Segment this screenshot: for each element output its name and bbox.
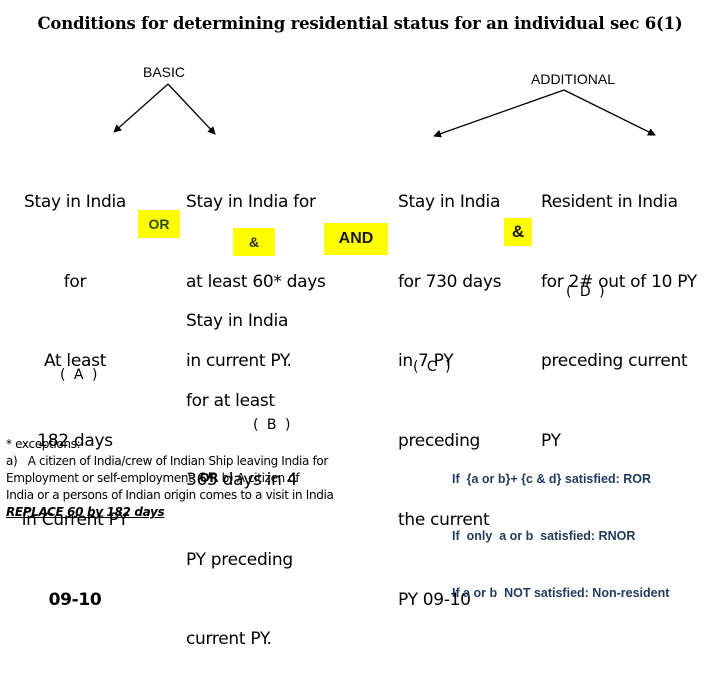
exceptions-line: Employment or self-employment OR b) A ci… bbox=[6, 470, 333, 487]
basic-header: BASIC bbox=[143, 64, 186, 80]
exceptions-note: * exceptions: a) A citizen of India/crew… bbox=[6, 436, 334, 521]
condition-b-line: PY preceding bbox=[186, 549, 293, 570]
condition-a-line: Stay in India bbox=[23, 192, 127, 212]
condition-c-line: Stay in India bbox=[398, 192, 501, 212]
condition-b-line: Stay in India bbox=[186, 311, 289, 331]
rule-non-resident: If a or b NOT satisfied: Non-resident bbox=[452, 586, 670, 600]
condition-b-part1: Stay in India for at least 60* days in c… bbox=[186, 136, 326, 401]
label-d: ( D ) bbox=[566, 284, 607, 300]
label-b: ( B ) bbox=[253, 417, 293, 433]
exceptions-or: OR bbox=[199, 471, 219, 485]
label-c: ( C ) bbox=[413, 359, 453, 375]
or-connector: OR bbox=[138, 210, 180, 238]
rule-ror: If {a or b}+ {c & d} satisfied: ROR bbox=[452, 472, 652, 486]
condition-a-year: 09-10 bbox=[48, 589, 102, 610]
and-connector-additional: & bbox=[504, 218, 532, 246]
condition-c-line: in 7 PY bbox=[398, 351, 454, 371]
exceptions-heading: * exceptions: bbox=[6, 437, 81, 451]
additional-arrows bbox=[433, 89, 656, 138]
additional-header: ADDITIONAL bbox=[531, 71, 616, 87]
condition-a-line: At least bbox=[43, 351, 107, 371]
condition-b-line: 365 days in 4 bbox=[186, 470, 298, 490]
condition-b-line: in current PY. bbox=[186, 351, 292, 371]
condition-d: Resident in India for 2# out of 10 PY pr… bbox=[541, 136, 697, 481]
condition-a-line: for bbox=[63, 271, 87, 292]
label-a: ( A ) bbox=[60, 367, 100, 383]
condition-b-line: for at least bbox=[186, 390, 275, 411]
page-title: Conditions for determining residential s… bbox=[37, 14, 683, 33]
condition-d-line: preceding current bbox=[541, 351, 688, 371]
condition-c-line: for 730 days bbox=[398, 271, 502, 292]
condition-a-line: 182 days bbox=[37, 430, 113, 451]
condition-c-line: the current bbox=[398, 510, 490, 530]
condition-a-line: in Current PY bbox=[21, 510, 129, 530]
condition-b-line: Stay in India for bbox=[186, 192, 316, 212]
exceptions-line: a) A citizen of India/crew of Indian Shi… bbox=[6, 454, 328, 468]
condition-a: Stay in India for At least 182 days in C… bbox=[0, 136, 150, 640]
condition-c-line: preceding bbox=[398, 430, 481, 451]
condition-d-line: for 2# out of 10 PY bbox=[541, 271, 697, 292]
main-and-connector: AND bbox=[324, 223, 388, 255]
exceptions-text: b) A citizen of bbox=[218, 471, 300, 485]
exceptions-replace-note: REPLACE 60 by 182 days bbox=[6, 505, 165, 519]
condition-d-line: Resident in India bbox=[541, 192, 678, 212]
rule-rnor: If only a or b satisfied: RNOR bbox=[452, 529, 636, 543]
tree-arrows bbox=[113, 83, 656, 138]
condition-b-line: at least 60* days bbox=[186, 271, 326, 292]
exceptions-text: Employment or self-employment bbox=[6, 471, 200, 485]
condition-d-line: PY bbox=[541, 430, 561, 451]
condition-b-line: current PY. bbox=[186, 629, 272, 649]
basic-arrows bbox=[113, 83, 216, 135]
status-rules: If {a or b}+ {c & d} satisfied: ROR If o… bbox=[452, 432, 669, 622]
and-connector-b: & bbox=[233, 228, 275, 256]
exceptions-line: India or a persons of Indian origin come… bbox=[6, 488, 334, 502]
